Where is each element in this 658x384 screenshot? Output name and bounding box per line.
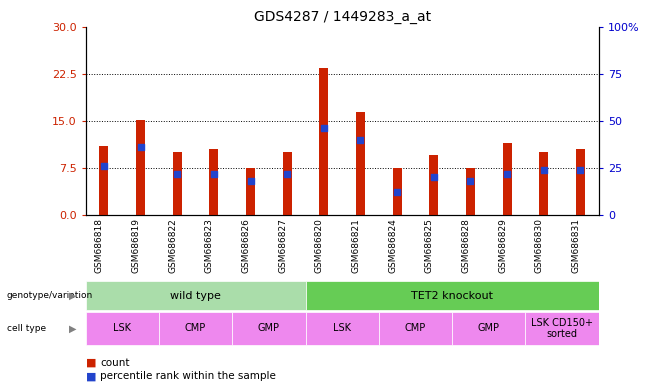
Bar — [379, 312, 452, 345]
Text: GSM686823: GSM686823 — [205, 218, 214, 273]
Bar — [305, 312, 379, 345]
Bar — [539, 152, 548, 215]
Text: count: count — [100, 358, 130, 368]
Point — [465, 178, 476, 184]
Text: LSK: LSK — [113, 323, 131, 333]
Bar — [393, 168, 402, 215]
Point — [245, 178, 256, 184]
Point — [355, 137, 366, 143]
Text: percentile rank within the sample: percentile rank within the sample — [100, 371, 276, 381]
Point — [502, 170, 513, 177]
Point — [172, 170, 182, 177]
Point — [538, 167, 549, 173]
Bar — [172, 152, 182, 215]
Text: ▶: ▶ — [69, 323, 76, 333]
Bar — [209, 149, 218, 215]
Bar — [466, 168, 475, 215]
Bar — [429, 156, 438, 215]
Point — [99, 163, 109, 169]
Bar — [503, 143, 512, 215]
Text: cell type: cell type — [7, 324, 45, 333]
Text: GSM686824: GSM686824 — [388, 218, 397, 273]
Text: TET2 knockout: TET2 knockout — [411, 291, 493, 301]
Text: GSM686822: GSM686822 — [168, 218, 177, 273]
Text: GSM686825: GSM686825 — [425, 218, 434, 273]
Bar — [136, 120, 145, 215]
Text: GSM686830: GSM686830 — [535, 218, 544, 273]
Text: GSM686829: GSM686829 — [498, 218, 507, 273]
Bar — [99, 146, 109, 215]
Text: GSM686826: GSM686826 — [241, 218, 251, 273]
Text: GSM686821: GSM686821 — [351, 218, 361, 273]
Text: CMP: CMP — [405, 323, 426, 333]
Title: GDS4287 / 1449283_a_at: GDS4287 / 1449283_a_at — [253, 10, 431, 25]
Bar — [246, 168, 255, 215]
Text: GSM686828: GSM686828 — [461, 218, 470, 273]
Bar — [282, 152, 291, 215]
Text: GSM686827: GSM686827 — [278, 218, 287, 273]
Text: GSM686820: GSM686820 — [315, 218, 324, 273]
Point — [136, 144, 146, 151]
Text: ▶: ▶ — [69, 291, 76, 301]
Bar — [305, 281, 599, 310]
Text: GMP: GMP — [258, 323, 280, 333]
Text: LSK CD150+
sorted: LSK CD150+ sorted — [531, 318, 593, 339]
Bar — [319, 68, 328, 215]
Text: genotype/variation: genotype/variation — [7, 291, 93, 300]
Text: GSM686831: GSM686831 — [571, 218, 580, 273]
Point — [282, 170, 292, 177]
Bar — [86, 312, 159, 345]
Point — [428, 174, 439, 180]
Bar — [159, 312, 232, 345]
Point — [392, 189, 403, 195]
Text: ■: ■ — [86, 371, 96, 381]
Point — [209, 170, 219, 177]
Text: GSM686819: GSM686819 — [132, 218, 141, 273]
Bar — [526, 312, 599, 345]
Bar — [576, 149, 585, 215]
Text: LSK: LSK — [333, 323, 351, 333]
Point — [318, 126, 329, 132]
Bar — [232, 312, 305, 345]
Text: GMP: GMP — [478, 323, 500, 333]
Bar — [452, 312, 526, 345]
Text: ■: ■ — [86, 358, 96, 368]
Bar — [86, 281, 305, 310]
Text: CMP: CMP — [185, 323, 206, 333]
Bar — [356, 112, 365, 215]
Text: GSM686818: GSM686818 — [95, 218, 104, 273]
Text: wild type: wild type — [170, 291, 221, 301]
Point — [575, 167, 586, 173]
